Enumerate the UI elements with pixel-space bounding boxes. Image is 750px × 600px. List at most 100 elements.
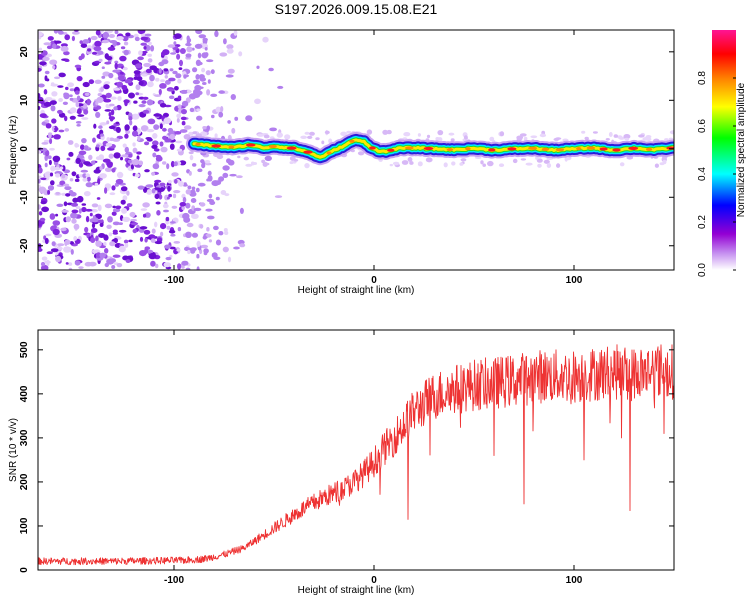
noise-point <box>227 159 235 166</box>
noise-point <box>154 193 160 200</box>
noise-point <box>144 246 151 250</box>
noise-point <box>161 59 169 65</box>
noise-point <box>164 138 172 143</box>
noise-point <box>172 70 178 75</box>
noise-point <box>82 177 88 182</box>
noise-point <box>179 59 183 67</box>
noise-point <box>39 113 47 118</box>
noise-point <box>63 183 70 187</box>
noise-point <box>75 157 81 164</box>
noise-point <box>64 186 72 191</box>
noise-point <box>152 152 157 158</box>
noise-point <box>41 256 48 261</box>
noise-point <box>88 79 95 85</box>
noise-point <box>208 193 213 199</box>
noise-point <box>264 162 270 166</box>
noise-point <box>63 115 68 122</box>
noise-point <box>103 98 112 103</box>
noise-point <box>59 166 64 170</box>
noise-point <box>52 220 61 226</box>
spectrogram-x-label: Height of straight line (km) <box>298 285 415 296</box>
signal-peak <box>488 148 496 152</box>
noise-point <box>617 135 623 139</box>
noise-point <box>130 222 139 226</box>
signal-peak <box>555 148 565 152</box>
noise-point <box>69 97 74 101</box>
noise-point <box>224 193 230 197</box>
noise-point <box>437 130 444 136</box>
noise-point <box>401 160 409 165</box>
signal-peak <box>303 150 313 154</box>
noise-point <box>263 134 270 139</box>
noise-point <box>71 209 79 214</box>
noise-point <box>243 156 249 161</box>
noise-point <box>38 211 43 216</box>
noise-point <box>174 131 182 135</box>
noise-point <box>664 138 669 141</box>
noise-point <box>151 228 156 234</box>
noise-point <box>407 157 413 162</box>
noise-point <box>45 123 52 129</box>
noise-point <box>41 50 48 56</box>
noise-point <box>105 104 109 107</box>
noise-point <box>38 47 43 51</box>
noise-point <box>183 125 192 130</box>
signal-peak <box>599 147 608 151</box>
noise-point <box>69 241 74 245</box>
noise-point <box>112 69 121 73</box>
noise-point <box>43 42 52 46</box>
noise-point <box>38 31 43 37</box>
noise-point <box>45 97 53 101</box>
noise-point <box>206 59 214 63</box>
noise-point <box>44 237 49 245</box>
noise-point <box>448 132 455 136</box>
noise-point <box>222 165 230 171</box>
noise-point <box>125 259 131 263</box>
noise-point <box>145 68 152 74</box>
noise-point <box>201 162 206 169</box>
noise-point <box>120 46 126 50</box>
noise-point <box>160 146 168 153</box>
noise-point <box>191 232 198 238</box>
signal-peak <box>446 148 454 152</box>
noise-point <box>155 77 160 82</box>
noise-point <box>122 35 129 42</box>
colorbar-tick-label: 0.4 <box>697 167 708 181</box>
noise-point <box>179 48 186 54</box>
noise-point <box>426 134 431 139</box>
noise-point <box>169 246 176 250</box>
noise-point <box>170 221 176 224</box>
noise-point <box>138 104 146 108</box>
y-tick-label: -20 <box>19 238 30 253</box>
noise-point <box>96 96 104 103</box>
noise-point <box>98 125 103 129</box>
noise-point <box>41 206 49 213</box>
noise-point <box>304 131 310 135</box>
colorbar-tick-label: 0.2 <box>697 215 708 229</box>
noise-point <box>403 132 411 137</box>
noise-point <box>127 159 132 164</box>
noise-point <box>137 185 145 190</box>
noise-point <box>40 177 47 181</box>
noise-point <box>64 59 70 62</box>
noise-point <box>166 163 170 170</box>
noise-point <box>129 211 136 218</box>
noise-point <box>173 161 178 167</box>
noise-point <box>147 118 156 125</box>
noise-point <box>132 228 138 234</box>
noise-point <box>143 229 151 235</box>
noise-point <box>186 89 191 94</box>
noise-point <box>135 84 141 91</box>
noise-point <box>54 40 62 44</box>
noise-point <box>117 96 122 101</box>
signal-peak <box>507 147 517 151</box>
noise-point <box>417 161 423 167</box>
noise-point <box>188 151 194 155</box>
noise-point <box>198 34 207 39</box>
noise-point <box>98 58 103 63</box>
noise-point <box>245 163 253 167</box>
noise-point <box>654 163 660 168</box>
noise-point <box>201 67 206 73</box>
y-tick-label: 100 <box>19 517 30 534</box>
noise-point <box>71 35 75 42</box>
